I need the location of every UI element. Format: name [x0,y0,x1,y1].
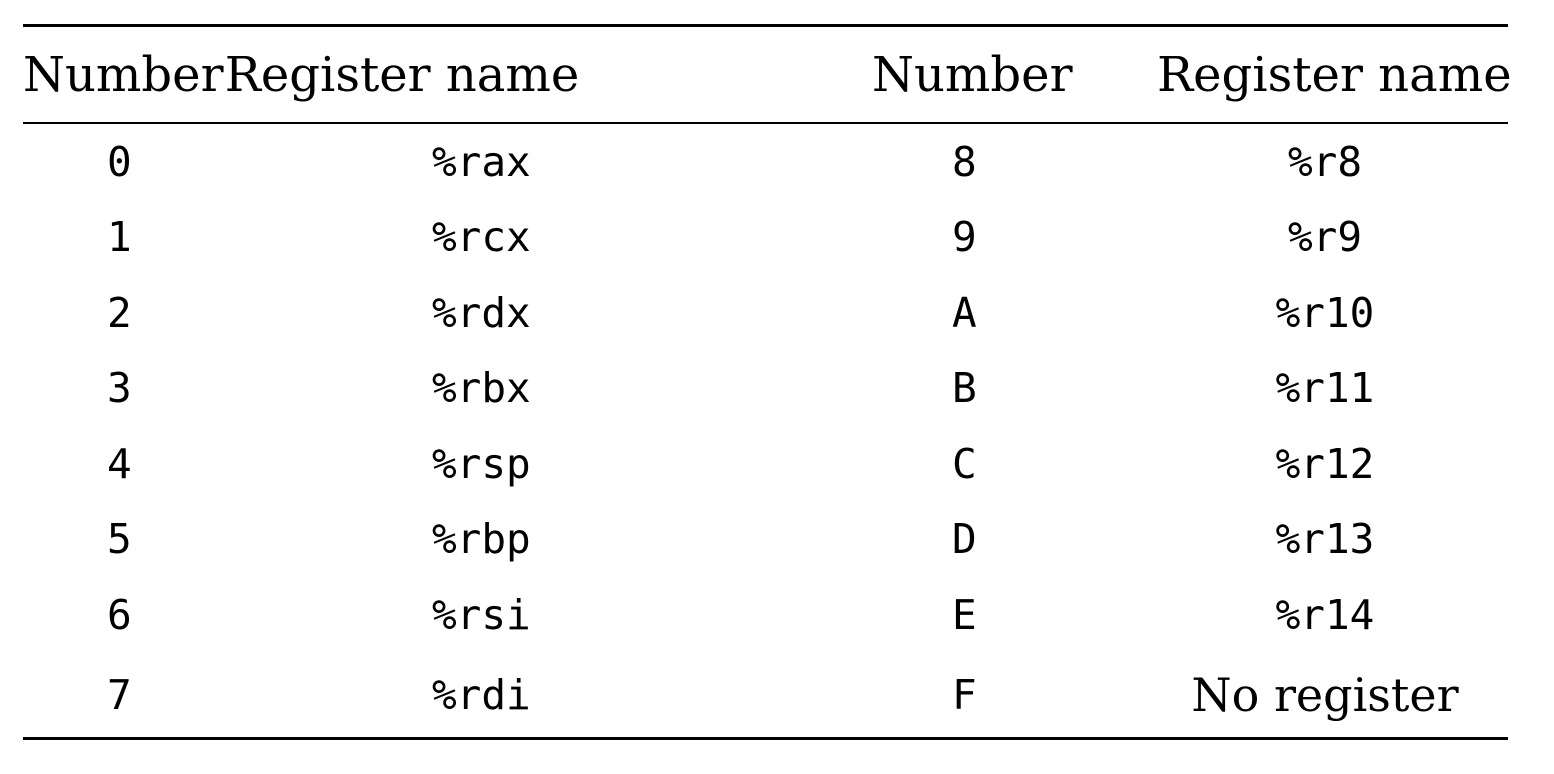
register-name: %r11 [1275,364,1375,413]
register-number: 8 [952,137,977,186]
register-number: 1 [107,213,132,262]
register-name: %r14 [1275,590,1375,639]
header-number-right: Number [872,46,1073,103]
register-number: D [952,515,977,564]
register-name: %r12 [1275,439,1375,488]
register-name: %r13 [1275,515,1375,564]
table-row: 7 %rdi F No register [23,653,1508,737]
register-number: F [952,670,977,719]
register-name: %rbp [432,515,531,564]
register-name: %rsi [432,590,531,639]
table-row: 1 %rcx 9 %r9 [23,200,1508,276]
header-row: Number Register name Number Register nam… [23,27,1512,122]
top-rule [23,24,1508,27]
table-row: 3 %rbx B %r11 [23,351,1508,427]
table-row: 0 %rax 8 %r8 [23,124,1508,200]
register-number: 5 [107,515,132,564]
register-name: %rdi [432,670,531,719]
register-number: E [952,590,977,639]
register-number: C [952,439,977,488]
no-register-label: No register [1191,667,1459,722]
register-body-table: 0 %rax 8 %r8 1 %rcx 9 %r9 2 %rdx A %r10 … [23,124,1508,737]
table-row: 5 %rbp D %r13 [23,502,1508,578]
register-number: 2 [107,288,132,337]
register-table: Number Register name Number Register nam… [23,24,1512,740]
register-number: 7 [107,670,132,719]
bottom-rule [23,736,1508,740]
header-rule [23,122,1508,124]
register-number: 0 [107,137,132,186]
register-number-table: Number Register name Number Register nam… [23,27,1512,122]
register-name: %r9 [1287,213,1363,262]
register-number: A [952,288,977,337]
header-number-left: Number [23,46,224,103]
register-number: 9 [952,213,977,262]
register-number: 6 [107,590,132,639]
register-name: %rbx [432,364,531,413]
register-name: %rcx [432,213,531,262]
register-name: %r8 [1287,137,1363,186]
register-name: %rdx [432,288,531,337]
register-number: 3 [107,364,132,413]
register-number: 4 [107,439,132,488]
table-row: 4 %rsp C %r12 [23,426,1508,502]
table-row: 6 %rsi E %r14 [23,577,1508,653]
table-row: 2 %rdx A %r10 [23,275,1508,351]
register-name: %rax [432,137,531,186]
header-register-name-left: Register name [224,46,580,103]
header-register-name-right: Register name [1157,46,1512,103]
register-name: %r10 [1275,288,1375,337]
register-name: %rsp [432,439,531,488]
register-number: B [952,364,977,413]
